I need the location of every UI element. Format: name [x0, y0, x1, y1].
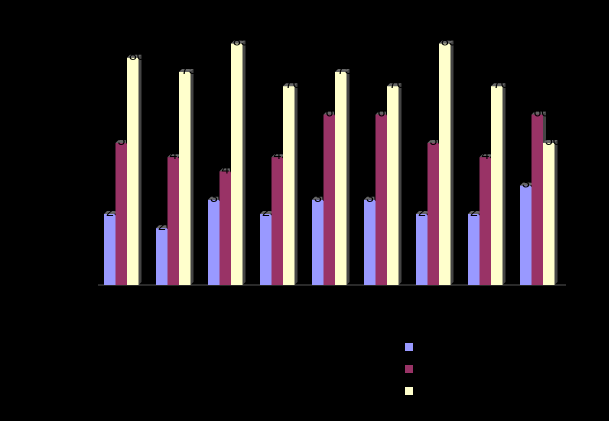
legend-swatch [405, 387, 413, 395]
bar-top [271, 154, 286, 158]
bar-top [312, 196, 327, 200]
bar-top [543, 140, 558, 143]
legend-swatch [405, 365, 413, 373]
bar-top [520, 182, 535, 186]
bar [231, 43, 243, 285]
bar-top [179, 69, 194, 72]
bar [491, 86, 503, 285]
data-label: 70 [493, 75, 509, 91]
data-label: 75 [337, 61, 353, 77]
bar-side [554, 140, 558, 285]
bar-side [294, 83, 298, 285]
bar-top [283, 83, 298, 87]
bar [208, 199, 220, 285]
bar-top [375, 111, 390, 115]
bar-top [468, 211, 483, 214]
bar-top [219, 168, 234, 172]
bar-side [242, 40, 246, 285]
bar [167, 157, 179, 285]
bar-top [439, 40, 454, 44]
bar [375, 114, 387, 285]
data-label: 60 [533, 104, 549, 120]
bar [364, 199, 376, 285]
bar-top [115, 140, 130, 143]
bar-top [416, 211, 431, 214]
bar [219, 171, 231, 285]
bar-top [156, 225, 171, 229]
bar [312, 199, 324, 285]
bar-side [190, 69, 194, 285]
bar-top [208, 196, 223, 200]
bar-top [531, 111, 546, 115]
bar-top [167, 154, 182, 158]
bar-side [346, 69, 350, 285]
bar [104, 214, 116, 285]
data-label: 70 [389, 75, 405, 91]
bar [543, 143, 555, 285]
bar-top [104, 211, 119, 214]
bar [335, 72, 347, 285]
bar-top [335, 69, 350, 72]
bar-top [323, 111, 338, 115]
bar [468, 214, 480, 285]
data-label: 75 [181, 61, 197, 77]
data-label: 70 [285, 75, 301, 91]
bar [323, 114, 335, 285]
bar [115, 143, 127, 285]
data-label: 80 [129, 47, 145, 63]
bar [127, 57, 139, 285]
bar [387, 86, 399, 285]
bar [427, 143, 439, 285]
bar [283, 86, 295, 285]
bar [479, 157, 491, 285]
bar-side [450, 40, 454, 285]
bar-top [364, 196, 379, 200]
bar-side [138, 54, 142, 285]
data-label: 85 [441, 33, 457, 49]
bar-top [479, 154, 494, 158]
bar [156, 228, 168, 285]
bar-side [502, 83, 506, 285]
data-label: 50 [545, 132, 561, 148]
bar [439, 43, 451, 285]
bar [416, 214, 428, 285]
bar [271, 157, 283, 285]
bar [520, 185, 532, 285]
bar-top [231, 40, 246, 44]
bar [179, 72, 191, 285]
bar-top [427, 140, 442, 143]
bar-top [127, 54, 142, 58]
bar-top [387, 83, 402, 87]
bar [531, 114, 543, 285]
bar-top [260, 211, 275, 214]
bar-side [398, 83, 402, 285]
bar-top [491, 83, 506, 87]
bar [260, 214, 272, 285]
data-label: 85 [233, 33, 249, 49]
legend-swatch [405, 343, 413, 351]
